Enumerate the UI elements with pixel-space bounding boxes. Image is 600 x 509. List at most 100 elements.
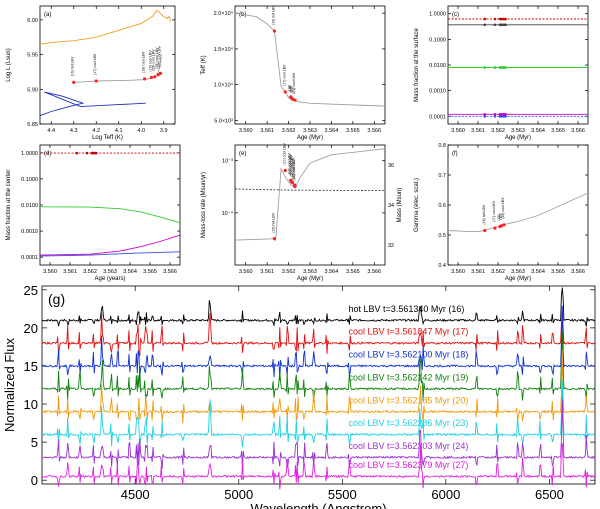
x-tick-label: 3.564 — [325, 128, 339, 134]
data-point — [500, 66, 503, 69]
y-tick-label: 0.1000 — [21, 177, 38, 183]
series-label: cool LBV t=3.562100 Myr (18) — [349, 350, 469, 360]
point-label: (24) cool LBV — [501, 197, 505, 219]
panel-2: 3.560 3.561 3.562 3.563 3.564 3.565 3.566 0.000… — [414, 5, 589, 141]
data-point — [92, 151, 95, 155]
x-tick-label: 3.561 — [63, 269, 77, 275]
y-tick-label: 1.0×10⁴ — [214, 82, 234, 89]
x-tick-label: 4.0 — [137, 128, 145, 134]
panel-1: 3.560 3.561 3.562 3.563 3.564 3.565 3.566 5.0×1… — [201, 5, 386, 141]
series-line — [39, 91, 146, 117]
x-tick-label: 3.563 — [103, 269, 117, 275]
y-tick-label: 1.0000 — [429, 12, 446, 18]
x-tick-label: 3.564 — [325, 269, 339, 275]
series-label: hot LBV t=3.561340 Myr (16) — [349, 304, 465, 314]
spectrum-line — [41, 350, 595, 424]
point-label: (20) — [499, 213, 503, 219]
plot-frame — [41, 285, 596, 485]
panel-label: (d) — [44, 151, 51, 157]
x-tick-label: 6000 — [431, 487, 460, 502]
series-label: cool LBV t=3.562303 Myr (24) — [349, 441, 469, 451]
series-line — [234, 12, 386, 107]
point-label: (19) — [289, 86, 293, 92]
spectrum-line — [41, 443, 596, 490]
data-point — [500, 17, 503, 21]
point-label: (16) hot LBV — [71, 56, 75, 76]
data-point — [283, 168, 287, 173]
plot-frame — [234, 5, 386, 125]
x-tick-label: 3.562 — [491, 128, 505, 134]
point-label: (17) cool LBV — [492, 200, 496, 222]
data-point — [272, 237, 277, 241]
panel-label: (g) — [48, 291, 65, 307]
x-tick-label: 3.563 — [303, 269, 317, 275]
data-point — [504, 17, 507, 21]
panel-label: (e) — [239, 151, 246, 157]
y-tick-label: 1.5×10⁴ — [214, 46, 234, 53]
y-axis-label: Mass-loss rate (Msun/yr) — [201, 172, 207, 238]
x-tick-label: 3.563 — [511, 128, 525, 134]
data-point — [500, 23, 503, 27]
data-point — [75, 151, 79, 155]
series-line — [234, 148, 386, 242]
spectrum-line — [41, 380, 595, 448]
point-label: (17) cool LBV — [282, 143, 286, 165]
x-tick-label: 3.566 — [367, 128, 381, 134]
data-point — [290, 181, 295, 185]
data-point — [290, 97, 295, 101]
x-tick-label: 3.565 — [346, 269, 360, 275]
spectrum-line — [41, 287, 595, 327]
panel-6: 4500 5000 5500 6000 6500 0 5 10 15 20 25 Wavelength… — [2, 283, 596, 509]
data-point — [483, 66, 487, 69]
data-point — [500, 112, 503, 116]
data-point — [493, 226, 497, 230]
x-tick-label: 3.565 — [143, 269, 157, 275]
spectrum-line — [41, 311, 595, 357]
x-tick-label: 4.4 — [47, 128, 55, 134]
panel-label: (b) — [239, 12, 246, 18]
spectrum-line — [41, 331, 595, 402]
x-tick-label: 3.563 — [303, 128, 317, 134]
point-label: (18) — [497, 214, 501, 220]
x-tick-label: 3.561 — [260, 128, 274, 134]
point-label: (16) hot LBV — [271, 5, 275, 25]
point-label: (18) cool LBV — [142, 51, 146, 73]
y-axis-label: Mass fraction at the center — [6, 170, 12, 241]
y-axis-label: Gamma (elec. scat.) — [414, 178, 420, 232]
panel-label: (c) — [452, 12, 459, 18]
y-axis-label: Teff (K) — [201, 55, 207, 74]
point-label: (19) cool LBV — [148, 50, 152, 72]
x-tick-label: 3.566 — [163, 269, 177, 275]
data-point — [85, 151, 89, 155]
data-point — [493, 66, 497, 69]
data-point — [493, 114, 497, 118]
y-tick-label: 0.8 — [438, 143, 446, 149]
series-line — [447, 192, 589, 232]
x-tick-label: 3.564 — [531, 269, 545, 275]
data-point — [504, 66, 507, 69]
x-tick-label: 3.564 — [123, 269, 137, 275]
x-tick-label: 3.561 — [260, 269, 274, 275]
x-tick-label: 3.566 — [367, 269, 381, 275]
series-label: cool LBV t=3.562379 Myr (27) — [349, 460, 469, 470]
x-tick-label: 3.566 — [571, 128, 585, 134]
x-tick-label: 4.1 — [115, 128, 123, 134]
series-line — [39, 206, 181, 224]
data-point — [502, 223, 506, 227]
data-point — [149, 75, 153, 80]
x-axis-label: Wavelength (Angstrom) — [250, 501, 386, 509]
spectrum-line — [41, 305, 595, 381]
y-tick-label: 20 — [24, 321, 38, 336]
x-tick-label: 4.2 — [92, 128, 100, 134]
panel-0: 4.4 4.3 4.2 4.1 4.0 3.9 5.85 5.90 5.95 6.00 Log Te… — [6, 5, 176, 141]
x-tick-label: 3.562 — [282, 128, 296, 134]
data-point — [500, 224, 504, 228]
data-point — [293, 184, 297, 189]
panel-4: 3.560 3.561 3.562 3.563 3.564 3.565 3.566 10⁻⁴ 1… — [201, 143, 403, 282]
data-point — [94, 151, 98, 155]
x-tick-label: 3.566 — [571, 269, 585, 275]
x-tick-label: 3.562 — [282, 269, 296, 275]
data-point — [72, 80, 76, 84]
y-tick-label: 5.95 — [27, 53, 38, 59]
